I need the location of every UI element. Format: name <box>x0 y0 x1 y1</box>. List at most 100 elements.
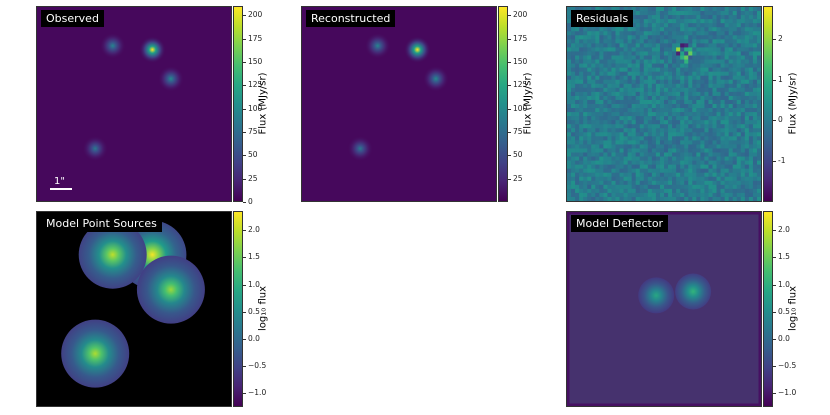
colorbar-tick-label: 150 <box>513 57 528 66</box>
source-3 <box>346 134 375 163</box>
colorbar-label-residuals: Flux (MJy/sr) <box>787 72 799 135</box>
colorbar-tickmark <box>508 85 511 87</box>
colorbar-tick-label: −1.0 <box>778 388 797 398</box>
panel-title-model-point-sources: Model Point Sources <box>41 215 162 232</box>
colorbar-tick-label: 1.5 <box>248 252 260 262</box>
colorbar-tickmark <box>773 120 776 122</box>
source-0 <box>638 277 675 314</box>
scalebar <box>50 188 72 190</box>
colorbar-tick-label: 50 <box>513 150 523 160</box>
colorbar-tick-label: 0 <box>248 197 253 206</box>
colorbar-tick-label: −1.0 <box>248 388 267 398</box>
colorbar-tickmark <box>243 257 246 259</box>
colorbar-model-deflector <box>763 211 773 407</box>
colorbar-tick-label: 75 <box>513 127 523 136</box>
image-background <box>302 7 496 201</box>
colorbar-tickmark <box>773 38 776 40</box>
colorbar-label-model-point-sources: log₁₀ flux <box>257 286 269 331</box>
colorbar-tickmark <box>773 284 776 286</box>
colorbar-tickmark <box>773 393 776 395</box>
colorbar-tickmark <box>243 178 246 180</box>
colorbar-tickmark <box>508 132 511 133</box>
source-3 <box>61 319 130 388</box>
source-0 <box>403 35 432 64</box>
residual-noise <box>567 7 761 201</box>
colorbar-tick-label: 125 <box>513 80 528 90</box>
colorbar-tickmark <box>243 132 246 133</box>
colorbar-tick-label: 200 <box>248 10 263 20</box>
colorbar-tick-label: 0.5 <box>248 306 260 316</box>
colorbar-tick-label: 2 <box>778 33 783 43</box>
colorbar-tickmark <box>243 338 246 340</box>
residuals-image: Residuals <box>566 6 762 202</box>
colorbar-residuals <box>763 6 773 202</box>
source-0 <box>138 35 167 64</box>
colorbar-tickmark <box>243 393 246 395</box>
colorbar-tickmark <box>243 108 246 110</box>
colorbar-tick-label: 100 <box>513 103 528 113</box>
colorbar-tickmark <box>508 178 511 180</box>
colorbar-tickmark <box>243 62 246 63</box>
panel-title-observed: Observed <box>41 10 104 27</box>
colorbar-tick-label: 2.0 <box>248 225 260 235</box>
colorbar-tick-label: 150 <box>248 57 263 66</box>
colorbar-tickmark <box>243 15 246 17</box>
colorbar-tickmark <box>243 311 246 313</box>
colorbar-tickmark <box>773 257 776 259</box>
colorbar-tick-label: −0.5 <box>778 361 797 371</box>
colorbar-tickmark <box>773 230 776 232</box>
colorbar-tick-label: 1 <box>778 74 783 84</box>
source-2 <box>156 64 185 93</box>
source-2 <box>136 255 205 324</box>
colorbar-tickmark <box>773 79 776 81</box>
colorbar-label-observed: Flux (MJy/sr) <box>257 72 269 135</box>
image-edge <box>567 212 761 406</box>
observed-image: Observed 1" <box>36 6 232 202</box>
source-1 <box>98 31 127 60</box>
source-1 <box>675 273 712 310</box>
colorbar-tickmark <box>243 230 246 232</box>
model-deflector-image: Model Deflector <box>566 211 762 407</box>
colorbar-model-point-sources <box>233 211 243 407</box>
colorbar-tick-label: 175 <box>513 33 528 43</box>
colorbar-tick-label: 1.0 <box>248 279 260 289</box>
colorbar-tick-label: 1.0 <box>778 279 790 289</box>
colorbar-reconstructed <box>498 6 508 202</box>
colorbar-tickmark <box>243 202 246 203</box>
colorbar-label-model-deflector: log₁₀ flux <box>787 286 799 331</box>
colorbar-tickmark <box>243 85 246 87</box>
colorbar-tickmark <box>773 338 776 340</box>
source-2 <box>421 64 450 93</box>
scalebar-label: 1" <box>54 176 65 187</box>
colorbar-tick-label: 25 <box>513 173 523 183</box>
colorbar-tick-label: 125 <box>248 80 263 90</box>
colorbar-tickmark <box>508 155 511 157</box>
colorbar-tickmark <box>773 161 776 163</box>
colorbar-tickmark <box>243 366 246 368</box>
colorbar-tick-label: 75 <box>248 127 258 136</box>
colorbar-tick-label: 0.5 <box>778 306 790 316</box>
colorbar-tick-label: 25 <box>248 173 258 183</box>
colorbar-tickmark <box>773 366 776 368</box>
colorbar-tickmark <box>243 284 246 286</box>
colorbar-tick-label: 100 <box>248 103 263 113</box>
colorbar-tickmark <box>508 38 511 40</box>
colorbar-label-reconstructed: Flux (MJy/sr) <box>522 72 534 135</box>
colorbar-tickmark <box>773 311 776 313</box>
colorbar-tick-label: 200 <box>513 10 528 20</box>
reconstructed-image: Reconstructed <box>301 6 497 202</box>
colorbar-tickmark <box>508 15 511 17</box>
colorbar-tick-label: 0.0 <box>248 333 260 343</box>
image-background <box>37 7 231 201</box>
colorbar-observed <box>233 6 243 202</box>
colorbar-tick-label: 0.0 <box>778 333 790 343</box>
panel-title-residuals: Residuals <box>571 10 634 27</box>
colorbar-tickmark <box>508 108 511 110</box>
panel-title-model-deflector: Model Deflector <box>571 215 669 232</box>
colorbar-tick-label: 50 <box>248 150 258 160</box>
colorbar-tick-label: -1 <box>778 156 786 166</box>
colorbar-tickmark <box>508 62 511 63</box>
source-1 <box>363 31 392 60</box>
colorbar-tick-label: 1.5 <box>778 252 790 262</box>
model-point-sources-image: Model Point Sources <box>36 211 232 407</box>
